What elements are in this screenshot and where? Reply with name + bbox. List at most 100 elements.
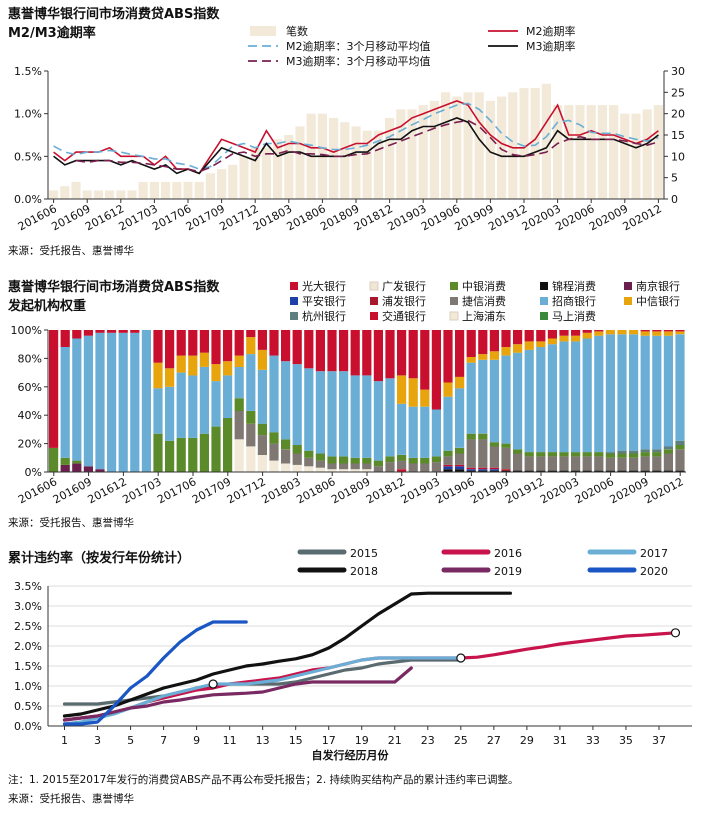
stack-segment <box>315 460 325 468</box>
bar-count <box>205 173 215 199</box>
stack-segment <box>594 331 604 336</box>
bar-count <box>541 83 551 199</box>
stack-segment <box>652 335 662 450</box>
bar-count <box>609 105 619 199</box>
x-tick-label: 201612 <box>86 475 129 506</box>
legend-swatch <box>540 312 548 320</box>
stack-segment <box>652 470 662 472</box>
y-tick-label: 15 <box>671 129 685 142</box>
stack-segment <box>269 330 279 356</box>
legend-swatch <box>370 297 378 305</box>
stack-segment <box>478 359 488 434</box>
series-line <box>53 117 659 175</box>
stack-segment <box>60 464 70 472</box>
stack-segment <box>547 330 557 339</box>
stack-segment <box>455 447 465 454</box>
stack-segment <box>385 378 395 457</box>
legend-label: 浦发银行 <box>382 294 426 308</box>
x-tick-label: 35 <box>619 734 633 747</box>
bar-count <box>452 96 462 199</box>
stack-segment <box>478 467 488 470</box>
bar-count <box>183 181 193 199</box>
stack-segment <box>605 330 615 335</box>
stack-segment <box>524 349 534 453</box>
stack-segment <box>443 469 453 472</box>
stack-segment <box>234 410 244 440</box>
legend-label: 上海浦东 <box>462 309 506 323</box>
stack-segment <box>72 463 82 472</box>
stack-segment <box>466 439 476 468</box>
stack-segment <box>397 375 407 404</box>
x-tick-label: 1 <box>61 734 68 747</box>
stack-segment <box>431 456 441 463</box>
stack-segment <box>362 330 372 376</box>
stack-segment <box>536 452 546 457</box>
stack-segment <box>315 371 325 454</box>
stack-segment <box>350 463 360 470</box>
stack-segment <box>373 330 383 382</box>
x-tick-label: 201609 <box>51 475 94 506</box>
stack-segment <box>362 375 372 458</box>
stack-segment <box>663 335 673 447</box>
legend-label: 2018 <box>350 565 378 578</box>
stack-segment <box>663 446 673 450</box>
stack-segment <box>443 464 453 467</box>
stack-segment <box>292 453 302 465</box>
stack-segment <box>350 457 360 464</box>
stack-segment <box>257 423 267 436</box>
stack-segment <box>594 452 604 457</box>
stack-segment <box>582 332 592 339</box>
stack-segment <box>559 456 569 471</box>
x-tick-label: 37 <box>652 734 666 747</box>
x-tick-label: 202012 <box>621 202 664 233</box>
y-tick-label: 25 <box>671 86 685 99</box>
y-tick-label: 1.5% <box>14 65 42 78</box>
stack-segment <box>362 463 372 470</box>
bar-count <box>575 105 585 199</box>
stack-segment <box>547 452 557 457</box>
stack-segment <box>188 437 198 472</box>
stack-segment <box>524 470 534 472</box>
stack-segment <box>652 456 662 471</box>
legend-swatch <box>450 297 458 305</box>
stack-segment <box>536 456 546 471</box>
bar-count <box>351 126 361 199</box>
stack-segment <box>176 330 186 356</box>
panel-issuer-weight: 惠誉博华银行间市场消费贷ABS指数 发起机构权重 光大银行 广发银行 中银消费 锦程消… <box>7 279 686 529</box>
legend-swatch <box>450 282 458 290</box>
legend-swatch <box>369 281 379 291</box>
x-tick-label: 27 <box>487 734 501 747</box>
stack-segment <box>83 330 93 336</box>
stack-segment <box>617 470 627 472</box>
panel-overdue-rate: 惠誉博华银行间市场消费贷ABS指数 M2/M3逾期率 笔数 M2逾期率 M2逾期率：… <box>8 6 685 257</box>
stack-segment <box>431 330 441 410</box>
legend-swatch <box>290 312 298 320</box>
legend-label: M2逾期率 <box>526 24 576 38</box>
y-tick-label: 20 <box>671 108 685 121</box>
stack-segment <box>466 469 476 471</box>
stack-segment <box>199 352 209 367</box>
stack-segment <box>176 355 186 373</box>
stack-segment <box>420 389 430 407</box>
legend-label: 招商银行 <box>552 294 596 308</box>
stack-segment <box>478 469 488 471</box>
stack-segment <box>72 460 82 464</box>
stack-segment <box>478 330 488 355</box>
stack-segment <box>118 332 128 472</box>
stack-segment <box>339 456 349 464</box>
stack-segment <box>443 456 453 465</box>
stack-segment <box>107 330 117 333</box>
stack-segment <box>327 371 337 457</box>
legend-label: 中银消费 <box>462 279 506 293</box>
stack-segment <box>95 469 105 472</box>
stack-segment <box>571 470 581 472</box>
stack-segment <box>420 330 430 390</box>
stack-segment <box>501 470 511 472</box>
stack-segment <box>536 341 546 348</box>
y-tick-label: 1.0% <box>14 108 42 121</box>
x-tick-label: 201703 <box>120 475 163 506</box>
x-tick-label: 201903 <box>399 475 442 506</box>
x-tick-label: 21 <box>388 734 402 747</box>
stack-segment <box>130 330 140 333</box>
stack-segment <box>49 330 59 448</box>
